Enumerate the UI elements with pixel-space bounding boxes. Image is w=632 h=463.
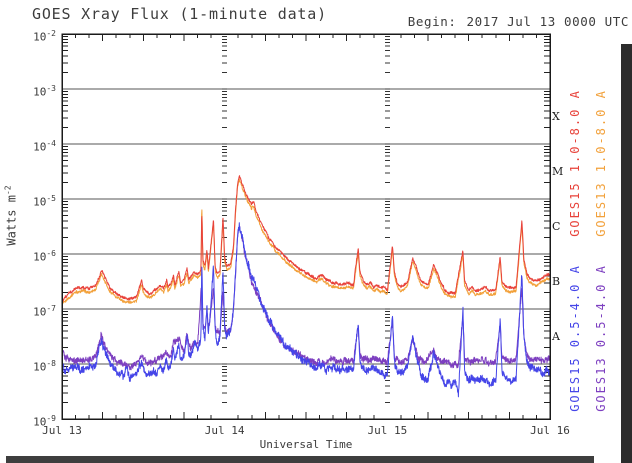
begin-label: Begin: — [407, 14, 457, 29]
x-tick-label: Jul 16 — [530, 424, 570, 437]
x-axis-label: Universal Time — [259, 438, 353, 451]
legend-goes15-long: GOES15 1.0-8.0 A — [568, 89, 582, 237]
begin-timestamp: Begin: 2017 Jul 13 0000 UTC — [408, 14, 629, 29]
x-tick-label: Jul 13 — [42, 424, 82, 437]
y-tick-label: 10-9 — [33, 414, 56, 429]
flux-class-label-m: M — [552, 164, 564, 178]
y-tick-label: 10-6 — [33, 249, 56, 264]
begin-value: 2017 Jul 13 0000 UTC — [466, 14, 629, 29]
bottom-window-edge — [6, 456, 594, 463]
y-tick-label: 10-8 — [33, 359, 56, 374]
chart-title: GOES Xray Flux (1-minute data) — [32, 5, 327, 23]
flux-class-label-x: X — [552, 109, 560, 123]
series-goes15-long — [62, 175, 550, 302]
series-goes15-short — [62, 222, 550, 398]
series-goes13-long — [62, 178, 550, 306]
flux-class-label-a: A — [552, 329, 560, 343]
y-tick-label: 10-3 — [33, 84, 56, 99]
y-tick-label: 10-4 — [33, 139, 56, 154]
y-tick-label: 10-2 — [33, 29, 56, 44]
x-tick-label: Jul 15 — [367, 424, 408, 437]
flux-class-label-b: B — [552, 274, 561, 288]
y-tick-label: 10-5 — [33, 194, 56, 209]
legend-goes13-short: GOES13 0.5-4.0 A — [594, 264, 608, 412]
flux-class-label-c: C — [552, 219, 561, 233]
legend-goes15-short: GOES15 0.5-4.0 A — [568, 264, 582, 412]
right-window-edge — [621, 44, 632, 463]
x-tick-label: Jul 14 — [204, 424, 245, 437]
y-tick-label: 10-7 — [33, 304, 56, 319]
legend-goes13-long: GOES13 1.0-8.0 A — [594, 89, 608, 237]
